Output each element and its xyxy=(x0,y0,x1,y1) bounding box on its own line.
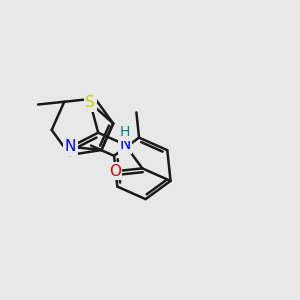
Text: S: S xyxy=(85,95,95,110)
Text: O: O xyxy=(109,164,121,179)
Text: N: N xyxy=(119,137,131,152)
Text: N: N xyxy=(65,139,76,154)
Text: H: H xyxy=(120,125,130,139)
